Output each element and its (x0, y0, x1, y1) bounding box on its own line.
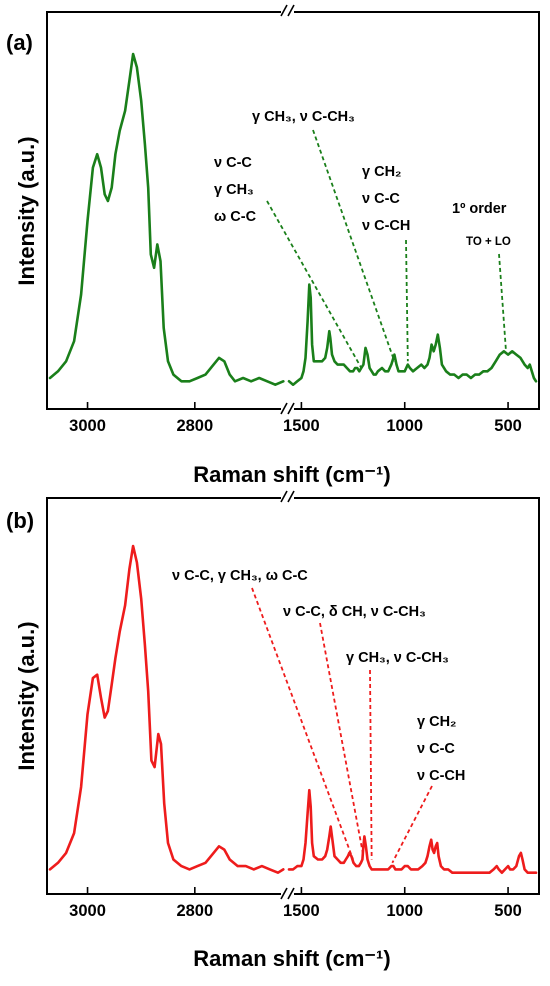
panel-b-y-axis-title: Intensity (a.u.) (14, 621, 39, 770)
panel-a-break-mark-bottom-2 (287, 402, 295, 415)
panel-b-break-mark-top-2 (287, 490, 295, 503)
panel-b-annotation-leaders (251, 587, 433, 864)
panel-b-break-mark-top-1 (280, 490, 288, 503)
x-tick-label: 2800 (176, 417, 213, 435)
panel-b-label: (b) (6, 508, 34, 533)
panel-b-annot-4-line-3: ν C-CH (417, 768, 465, 784)
panel-b-ticks (86, 887, 509, 894)
panel-b-x-axis-title: Raman shift (cm⁻¹) (193, 946, 390, 971)
x-tick-label: 3000 (69, 417, 106, 435)
x-tick-label: 1000 (386, 902, 423, 920)
x-tick-label: 2800 (176, 902, 213, 920)
annotation-leader-line (391, 785, 433, 864)
panel-a-y-axis-title: Intensity (a.u.) (14, 136, 39, 285)
panel-b-annot-3-line-1: γ CH₃, ν C-CH₃ (346, 650, 449, 666)
panel-a-break-gap-top (281, 7, 294, 17)
annotation-leader-line (266, 200, 363, 369)
spectrum-line-segment (287, 283, 538, 386)
panel-a-ticks (86, 402, 509, 409)
panel-a-break-gap-bottom (281, 404, 294, 414)
x-tick-label: 500 (494, 417, 522, 435)
panel-a-label: (a) (6, 30, 33, 55)
panel-b-tick-labels: 3000 2800 1500 1000 500 (69, 902, 522, 920)
panel-a-tick-labels: 3000 2800 1500 1000 500 (69, 417, 522, 435)
annotation-leader-line (319, 622, 365, 857)
x-tick-label: 1500 (283, 417, 320, 435)
panel-a-x-axis-title: Raman shift (cm⁻¹) (193, 462, 390, 487)
panel-a-annot-2-line-1: γ CH₃, ν C-CH₃ (252, 109, 355, 125)
panel-a-annot-4-line-2: TO + LO (466, 236, 511, 248)
annotation-leader-line (369, 669, 373, 860)
panel-a-annot-3-line-2: ν C-C (362, 191, 400, 207)
panel-b-spectrum (48, 544, 538, 874)
panel-b-annot-2-line-1: ν C-C, δ CH, ν C-CH₃ (283, 604, 426, 620)
panel-b: (b) 3000 2800 1500 1000 500 ν C-C, γ CH₃, ω … (6, 490, 540, 971)
spectrum-line-segment (48, 544, 285, 874)
panel-b-break-gap-bottom (281, 889, 294, 899)
panel-a-break-mark-bottom-1 (280, 402, 288, 415)
spectrum-line-segment (287, 788, 538, 874)
annotation-leader-line (312, 129, 396, 362)
panel-b-annot-4-line-1: γ CH₂ (417, 714, 456, 730)
panel-a-break-mark-top-1 (280, 4, 288, 17)
panel-a-annot-3-line-3: ν C-CH (362, 218, 410, 234)
x-tick-label: 1500 (283, 902, 320, 920)
spectrum-line-segment (48, 52, 285, 386)
x-tick-label: 500 (494, 902, 522, 920)
panel-a-annotation-leaders (266, 129, 507, 369)
x-tick-label: 3000 (69, 902, 106, 920)
panel-b-break-mark-bottom-1 (280, 887, 288, 900)
panel-a-annot-1-line-3: ω C-C (214, 209, 257, 225)
annotation-leader-line (251, 587, 354, 860)
panel-a-annot-3-line-1: γ CH₂ (362, 164, 401, 180)
panel-a-annot-4-line-1: 1º order (452, 201, 507, 217)
panel-a: (a) 3000 2800 1500 1000 500 ν C-C γ CH₃ ω C-… (6, 4, 540, 487)
panel-b-break-gap-top (281, 493, 294, 503)
panel-b-break-mark-bottom-2 (287, 887, 295, 900)
x-tick-label: 1000 (386, 417, 423, 435)
panel-a-spectrum (48, 52, 538, 386)
panel-a-annot-1-line-2: γ CH₃ (214, 182, 254, 198)
panel-a-annot-1-line-1: ν C-C (214, 155, 252, 171)
panel-a-break-mark-top-2 (287, 4, 295, 17)
panel-b-annot-4-line-2: ν C-C (417, 741, 455, 757)
panel-b-annot-1-line-1: ν C-C, γ CH₃, ω C-C (172, 568, 308, 584)
annotation-leader-line (498, 253, 507, 352)
annotation-leader-line (405, 239, 409, 362)
